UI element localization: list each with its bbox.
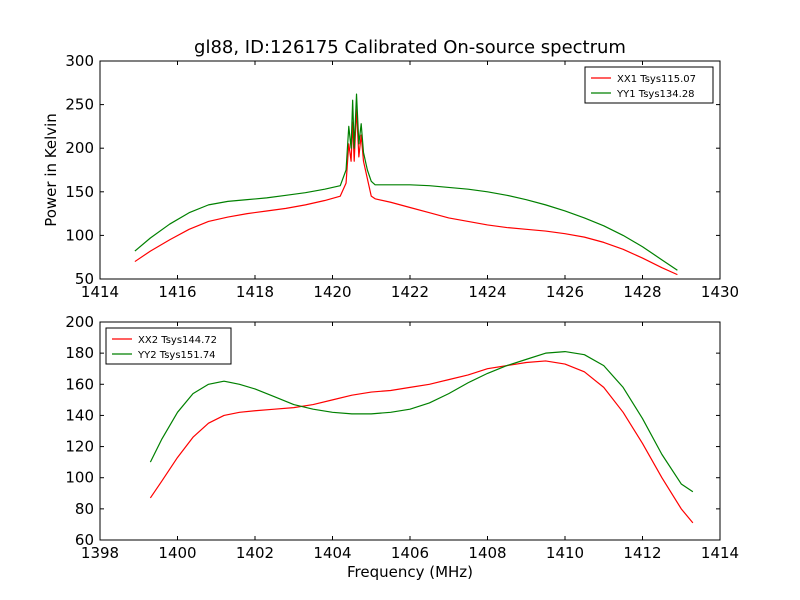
x-tick-label: 1420 [313, 283, 351, 301]
chart-title: gl88, ID:126175 Calibrated On-source spe… [194, 37, 626, 58]
y-tick-label: 200 [65, 313, 94, 331]
y-tick-label: 120 [65, 438, 94, 456]
y-tick-label: 60 [75, 531, 94, 549]
x-tick-label: 1424 [468, 283, 506, 301]
x-axis-label: Frequency (MHz) [347, 563, 473, 581]
x-tick-label: 1418 [236, 283, 274, 301]
y-tick-label: 50 [75, 270, 94, 288]
y-tick-label: 160 [65, 375, 94, 393]
legend-box [105, 327, 232, 365]
x-tick-label: 1398 [81, 544, 119, 562]
x-tick-label: 1430 [701, 283, 739, 301]
x-tick-label: 1426 [546, 283, 584, 301]
x-tick-label: 1408 [468, 544, 506, 562]
x-tick-label: 1410 [546, 544, 584, 562]
x-tick-label: 1416 [158, 283, 196, 301]
y-tick-label: 300 [65, 52, 94, 70]
legend-label: XX1 Tsys115.07 [617, 74, 696, 85]
y-tick-label: 140 [65, 406, 94, 424]
x-tick-label: 1414 [81, 283, 119, 301]
x-tick-label: 1412 [623, 544, 661, 562]
x-tick-label: 1404 [313, 544, 351, 562]
legend-box [584, 66, 714, 104]
series-line-yy1 [134, 93, 678, 271]
x-tick-label: 1400 [158, 544, 196, 562]
x-tick-label: 1402 [236, 544, 274, 562]
y-tick-label: 100 [65, 469, 94, 487]
series-line-xx2 [149, 360, 694, 524]
legend-label: YY1 Tsys134.28 [616, 89, 695, 100]
y-tick-label: 150 [65, 183, 94, 201]
legend-label: XX2 Tsys144.72 [138, 335, 217, 346]
x-tick-label: 1422 [391, 283, 429, 301]
top-spectrum-plot: 1414 1416 1418 1420 1422 1424 1426 1428 1430 50 10… [42, 37, 739, 301]
legend: XX1 Tsys115.07 YY1 Tsys134.28 [584, 66, 714, 104]
x-tick-label: 1406 [391, 544, 429, 562]
bottom-spectrum-plot: 1398 1400 1402 1404 1406 1408 1410 1412 1414 60 80… [65, 313, 739, 581]
legend-label: YY2 Tsys151.74 [137, 350, 216, 361]
y-axis-label: Power in Kelvin [42, 113, 60, 227]
series-line-yy2 [149, 350, 694, 493]
y-tick-label: 250 [65, 96, 94, 114]
y-tick-label: 80 [75, 500, 94, 518]
x-tick-label: 1414 [701, 544, 739, 562]
y-tick-label: 100 [65, 226, 94, 244]
legend: XX2 Tsys144.72 YY2 Tsys151.74 [105, 327, 232, 365]
series-line-xx1 [134, 108, 678, 276]
y-tick-label: 200 [65, 139, 94, 157]
x-tick-label: 1428 [623, 283, 661, 301]
y-tick-label: 180 [65, 344, 94, 362]
